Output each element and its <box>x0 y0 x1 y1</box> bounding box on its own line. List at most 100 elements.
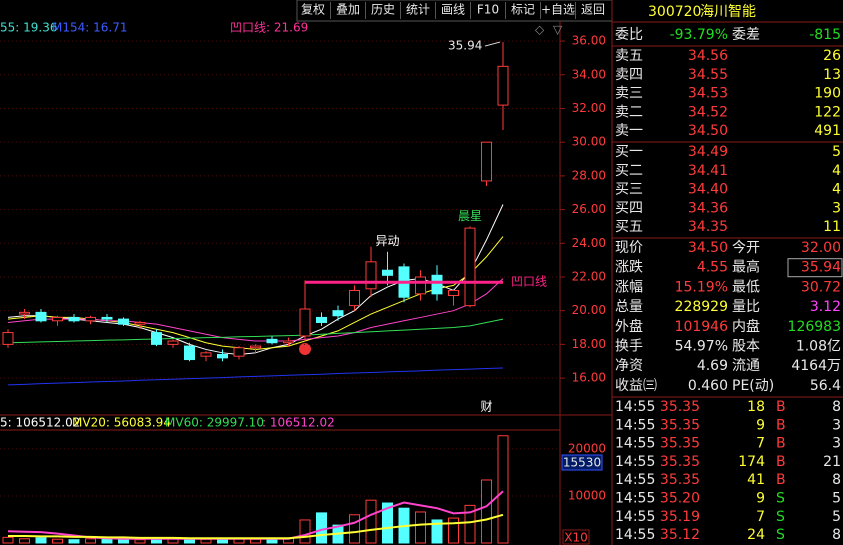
volume-bar <box>19 538 30 544</box>
volume-bar <box>316 512 327 544</box>
toolbar-button[interactable]: 历史 <box>371 3 395 17</box>
order-book-cell: 34.40 <box>688 182 728 198</box>
volume-bar <box>464 504 476 544</box>
order-book-cell: 34.41 <box>688 163 728 179</box>
volume-bar <box>431 519 443 544</box>
volume-bar <box>101 538 113 544</box>
volume-bar <box>2 536 14 544</box>
trade-cell: 8 <box>832 527 841 543</box>
candle-body <box>283 340 294 344</box>
toolbar-button[interactable]: 标记 <box>511 3 535 17</box>
volume-bar <box>68 539 80 544</box>
volume-bar <box>481 479 492 544</box>
ratio-cell: 委比 <box>615 27 643 43</box>
trade-cell: 8 <box>832 472 841 488</box>
annotation: 异动 <box>375 234 399 248</box>
candle-body <box>85 316 96 322</box>
trade-cell: 35.19 <box>660 509 700 525</box>
trade-cell: 8 <box>832 399 841 415</box>
order-book-cell: 11 <box>823 219 841 235</box>
toolbar-button[interactable]: 复权 <box>301 3 325 17</box>
trade-cell: B <box>776 399 786 415</box>
toolbar-button[interactable]: +自选 <box>541 3 575 17</box>
indicator-label: M154: 16.71 <box>52 21 127 35</box>
candle-body <box>250 345 261 349</box>
volume-bar <box>200 538 212 544</box>
trade-cell: 14:55 <box>615 509 655 525</box>
ma-line <box>7 367 504 386</box>
trade-cell: 9 <box>756 417 765 433</box>
order-book-cell: 26 <box>823 48 841 64</box>
ratio-cell: -815 <box>809 27 841 43</box>
candle-body <box>233 347 245 357</box>
trade-cell: 174 <box>738 454 765 470</box>
trade-cell: 5 <box>832 509 841 525</box>
stat-cell: 收益㈢ <box>615 378 657 394</box>
candle-body <box>365 261 377 290</box>
stat-cell: 总量 <box>615 299 643 315</box>
trade-cell: 14:55 <box>615 436 655 452</box>
stat-cell: 228929 <box>675 299 728 315</box>
stat-cell: 126983 <box>788 319 841 335</box>
y-tick-label: 30.00 <box>572 135 606 149</box>
candle-body <box>431 274 443 295</box>
toolbar-button[interactable]: 叠加 <box>336 3 360 17</box>
stat-cell: 股本 <box>732 339 760 355</box>
order-book-cell: 122 <box>814 104 841 120</box>
order-book-cell: 34.49 <box>688 144 728 160</box>
ma-line <box>7 278 504 342</box>
ma-line <box>7 204 504 356</box>
ratio-cell: -93.79% <box>670 27 728 43</box>
candle-body <box>332 310 344 317</box>
candle-body <box>19 311 30 315</box>
candle-body <box>349 289 360 307</box>
stat-cell: 32.00 <box>801 240 841 256</box>
trade-cell: 35.35 <box>660 454 700 470</box>
icon[interactable]: ◇ <box>535 23 545 37</box>
order-book-cell: 190 <box>814 86 841 102</box>
scale-box <box>562 529 590 545</box>
candle-body <box>134 321 146 325</box>
ma-line <box>7 236 504 350</box>
volume-bar <box>299 519 311 544</box>
volume-ma-line <box>8 513 504 540</box>
toolbar-button[interactable]: 画线 <box>441 3 465 17</box>
y-tick-label: 20000 <box>568 441 606 455</box>
stat-cell: 涨幅 <box>615 279 643 295</box>
order-book-cell: 卖四 <box>615 67 643 83</box>
trade-cell: 14:55 <box>615 399 655 415</box>
stat-cell: 30.72 <box>801 279 841 295</box>
volume-bar <box>349 514 360 544</box>
order-book-cell: 买五 <box>615 219 643 235</box>
toolbar-button[interactable]: F10 <box>477 3 499 17</box>
stat-cell: 101946 <box>675 319 729 335</box>
trade-cell: B <box>776 417 786 433</box>
volume-bar <box>35 537 47 544</box>
toolbar-button[interactable]: 返回 <box>581 3 605 17</box>
y-tick-label: 36.00 <box>572 34 606 48</box>
y-tick-label: 16.00 <box>572 371 606 385</box>
candle-body <box>481 141 492 182</box>
toolbar-button[interactable]: 统计 <box>406 3 430 17</box>
stat-cell: 4164万 <box>791 358 841 374</box>
candle-body <box>382 269 393 276</box>
y-tick-label: 18.00 <box>572 337 606 351</box>
stat-cell: 量比 <box>732 299 760 315</box>
trade-cell: 14:55 <box>615 472 655 488</box>
trade-cell: 14:55 <box>615 454 655 470</box>
trade-cell: 35.35 <box>660 436 700 452</box>
order-book-cell: 卖三 <box>615 86 643 102</box>
order-book-cell: 34.50 <box>688 123 728 139</box>
trade-cell: S <box>776 527 785 543</box>
candle-body <box>448 289 459 297</box>
volume-ma-line <box>7 490 504 540</box>
y-tick-label: 20.00 <box>572 303 606 317</box>
trade-cell: 41 <box>747 472 765 488</box>
trade-cell: 3 <box>832 436 841 452</box>
high-label: 35.94 <box>448 39 482 53</box>
icon[interactable]: ▽ <box>553 23 563 37</box>
order-book-cell: 买三 <box>615 182 643 198</box>
trade-cell: B <box>776 472 786 488</box>
